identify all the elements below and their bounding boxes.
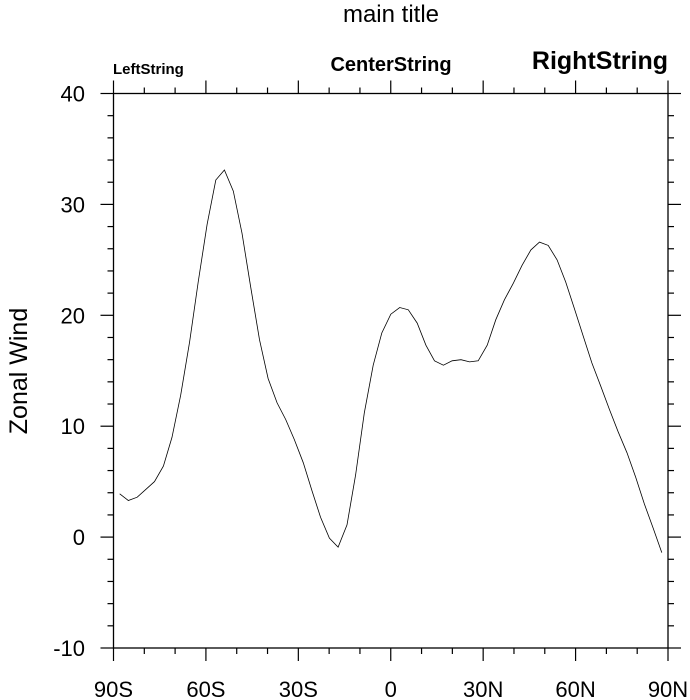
y-tick-label: -10 xyxy=(53,636,85,661)
x-tick-label: 60S xyxy=(186,677,225,700)
x-tick-label: 30S xyxy=(279,677,318,700)
x-tick-labels: 90S 60S 30S 0 30N 60N 90N xyxy=(94,677,688,700)
series-line-zonal-wind xyxy=(119,169,663,553)
x-tick-label: 30N xyxy=(463,677,503,700)
main-title: main title xyxy=(343,1,439,28)
center-string: CenterString xyxy=(330,54,451,76)
x-tick-label: 90N xyxy=(648,677,688,700)
left-string: LeftString xyxy=(113,61,184,78)
y-tick-label: 40 xyxy=(61,82,85,107)
x-tick-label: 90S xyxy=(94,677,133,700)
y-tick-label: 10 xyxy=(61,414,85,439)
axis-ticks xyxy=(100,80,681,661)
y-tick-label: 30 xyxy=(61,192,85,217)
right-string: RightString xyxy=(532,47,668,75)
x-tick-label: 0 xyxy=(385,677,397,700)
y-tick-label: 0 xyxy=(73,525,85,550)
x-tick-label: 60N xyxy=(555,677,595,700)
y-tick-labels: -10 0 10 20 30 40 xyxy=(53,82,85,662)
y-tick-label: 20 xyxy=(61,303,85,328)
y-axis-label: Zonal Wind xyxy=(5,308,33,434)
plot-frame xyxy=(112,92,669,649)
